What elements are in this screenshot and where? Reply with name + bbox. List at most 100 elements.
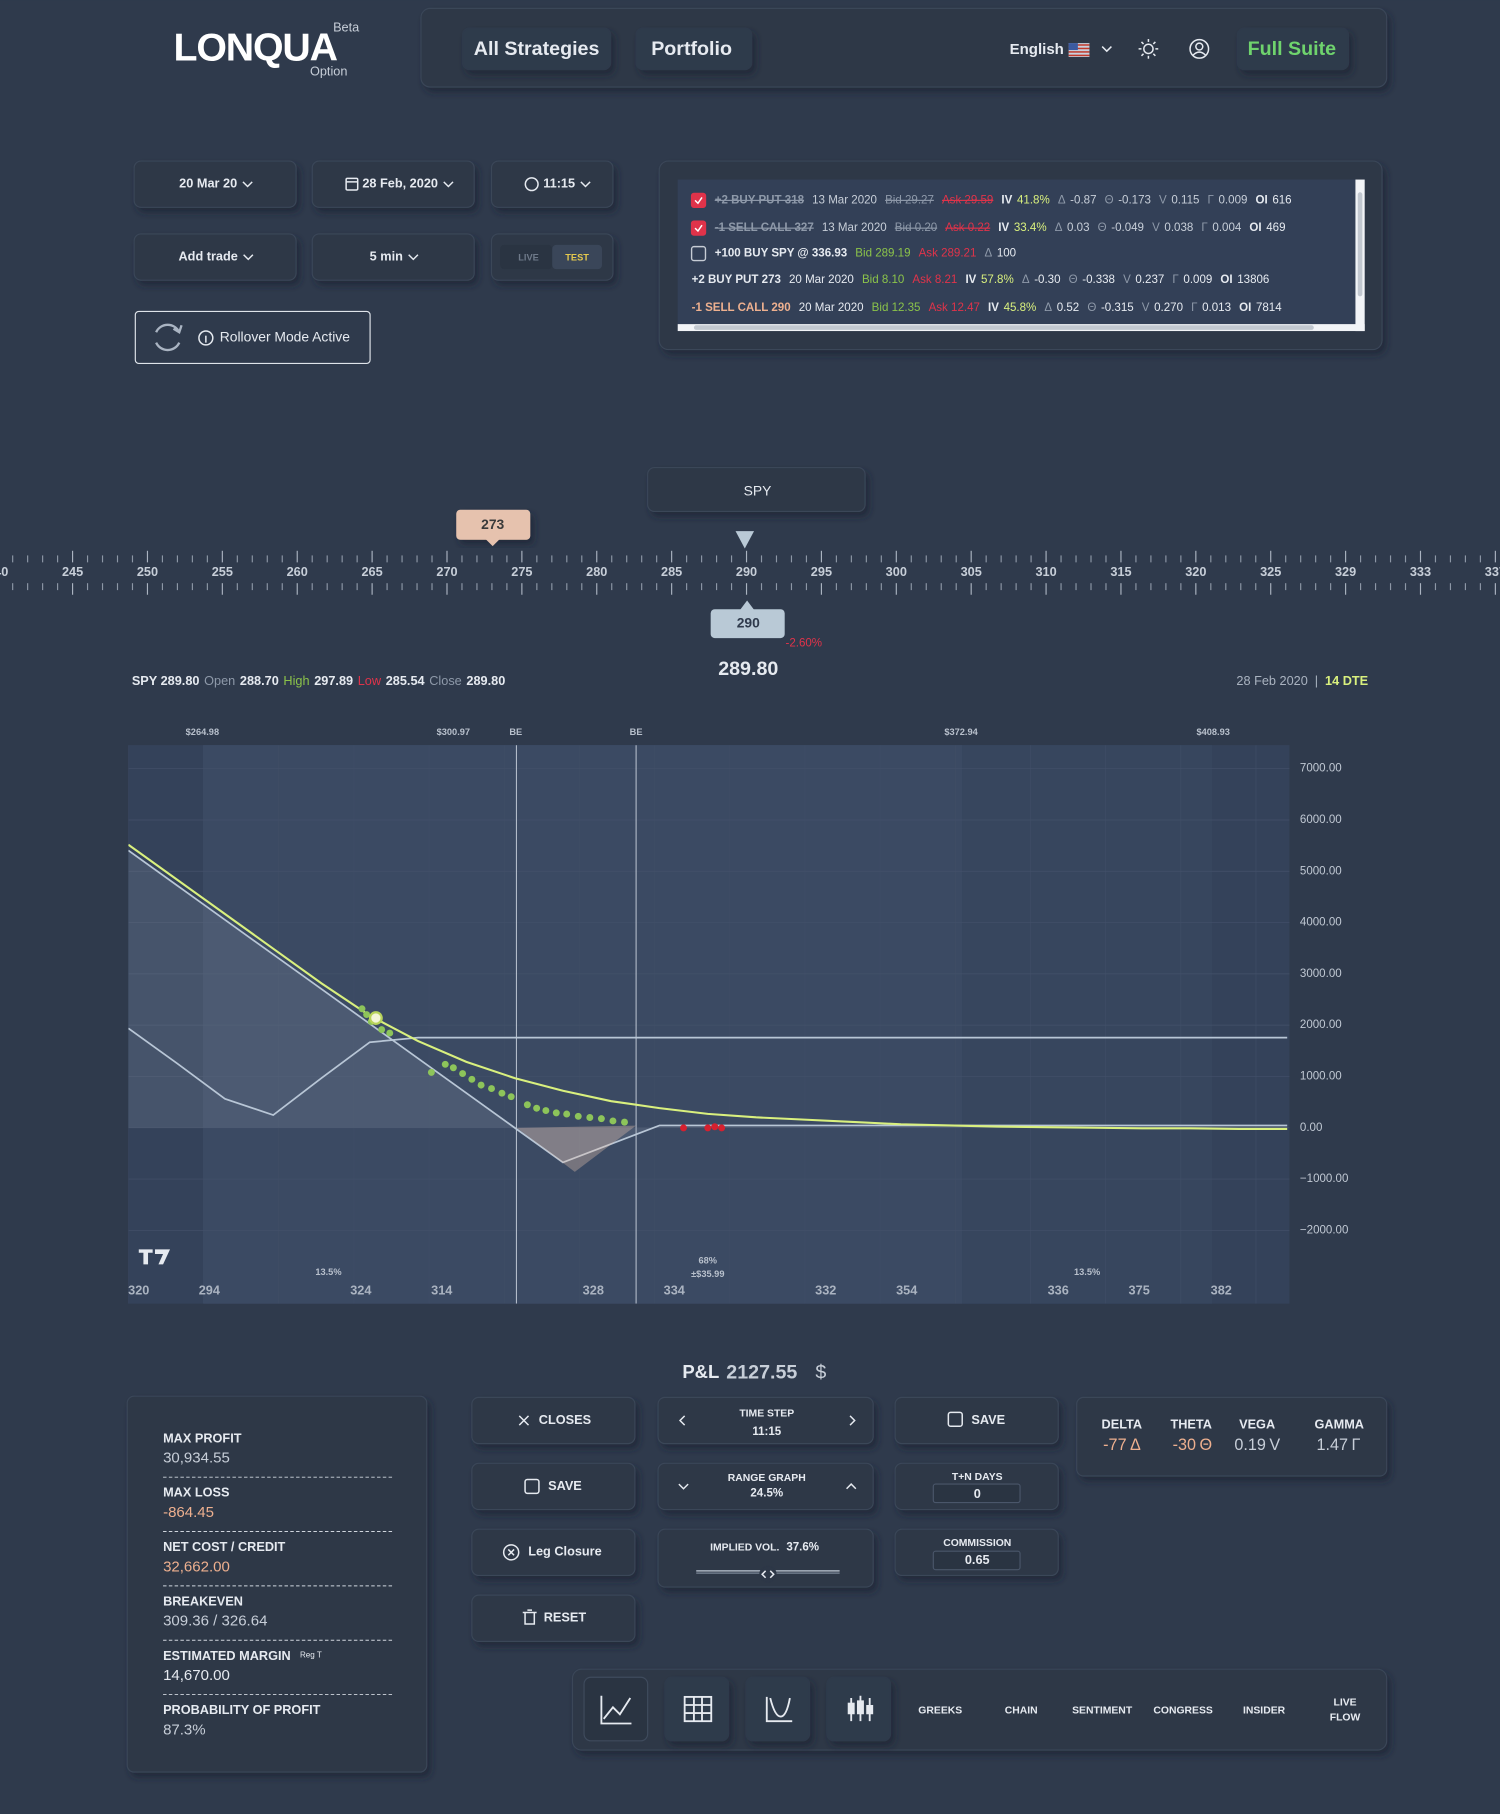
current-strike-box	[710, 609, 785, 639]
down-arrow[interactable]	[678, 1483, 689, 1490]
strike-label: 320	[1185, 564, 1206, 579]
x-tick-label: 332	[815, 1282, 836, 1297]
action-label[interactable]: SAVE	[971, 1412, 1005, 1427]
leg-field: 0.03	[1067, 222, 1089, 234]
control-label[interactable]: 28 Feb, 2020	[362, 176, 438, 191]
control-select[interactable]	[133, 233, 297, 281]
prev-arrow[interactable]	[678, 1415, 686, 1426]
language-select[interactable]: English	[1010, 41, 1064, 58]
leg-field: 41.8%	[1017, 194, 1050, 206]
range-graph-control[interactable]	[657, 1462, 874, 1511]
leg-checkbox[interactable]	[690, 220, 707, 236]
mode-live[interactable]	[500, 244, 553, 270]
theme-toggle[interactable]	[1143, 43, 1154, 55]
leg-field: 0.115	[1171, 194, 1199, 206]
control-select[interactable]	[311, 160, 475, 208]
view-tab[interactable]: CONGRESS	[1153, 1706, 1213, 1717]
trade-dot	[468, 1075, 476, 1083]
cta-button[interactable]	[1236, 27, 1350, 71]
action-label[interactable]: RESET	[544, 1610, 587, 1625]
control-label[interactable]: 5 min	[370, 248, 403, 263]
leg-field: Ask 0.22	[945, 222, 990, 234]
nav-label[interactable]: Portfolio	[651, 38, 732, 60]
leg-field: 20 Mar 2020	[799, 302, 864, 314]
quote-field: SPY 289.80	[132, 673, 200, 688]
range-label: BE	[630, 727, 643, 737]
strike-label: 260	[287, 564, 308, 579]
leg-field: Θ	[1069, 274, 1078, 286]
leg-field: Bid 29.27	[885, 194, 934, 206]
slider-knob[interactable]	[759, 1565, 777, 1583]
leg-field: Δ	[1055, 222, 1063, 234]
stat-value: 32,662.00	[163, 1558, 230, 1575]
nav-label[interactable]: All Strategies	[474, 38, 600, 60]
view-tab[interactable]: FLOW	[1330, 1712, 1361, 1723]
view-tab[interactable]: GREEKS	[918, 1706, 962, 1717]
annotation: 13.5%	[315, 1267, 341, 1277]
commission-input[interactable]	[932, 1550, 1021, 1571]
view-tab[interactable]: INSIDER	[1243, 1706, 1286, 1717]
view-button[interactable]	[664, 1676, 730, 1742]
action-button[interactable]	[471, 1462, 636, 1511]
trash-icon	[522, 1609, 537, 1625]
x-tick-label: 334	[664, 1282, 685, 1297]
account-icon[interactable]	[1189, 38, 1210, 59]
greek-label: THETA	[1170, 1416, 1211, 1431]
control-select[interactable]	[311, 233, 475, 281]
control-label[interactable]: Add trade	[178, 248, 237, 263]
greek-symbol: Θ	[1199, 1436, 1212, 1454]
leg-field: +2 BUY PUT 273	[692, 274, 781, 286]
next-arrow[interactable]	[849, 1415, 856, 1426]
control-select[interactable]	[133, 160, 297, 208]
action-label[interactable]: CLOSES	[539, 1412, 591, 1427]
mode-test-label[interactable]: TEST	[565, 253, 589, 263]
trade-dot	[704, 1124, 712, 1132]
action-label[interactable]: Leg Closure	[528, 1544, 602, 1559]
trade-dot	[427, 1068, 435, 1076]
trade-dot	[378, 1026, 386, 1034]
chart-icon-line	[602, 1697, 632, 1720]
cta-label[interactable]: Full Suite	[1248, 38, 1337, 60]
trade-dot	[680, 1124, 687, 1132]
price-change: -2.60%	[785, 637, 822, 649]
view-tab[interactable]: CHAIN	[1005, 1706, 1038, 1717]
current-strike: 290	[737, 614, 760, 630]
action-button[interactable]	[471, 1528, 636, 1577]
action-label[interactable]: SAVE	[548, 1478, 582, 1493]
control-label[interactable]: 20 Mar 20	[179, 176, 237, 191]
up-arrow[interactable]	[846, 1483, 857, 1490]
selected-strike[interactable]: 273	[481, 516, 504, 532]
action-button[interactable]	[471, 1396, 636, 1445]
y-tick-label: 7000.00	[1300, 763, 1342, 775]
leg-field: IV	[988, 302, 999, 314]
action-button[interactable]	[894, 1396, 1059, 1445]
view-tab[interactable]: SENTIMENT	[1072, 1706, 1133, 1717]
greek-symbol: Γ	[1352, 1436, 1361, 1454]
leg-field: -0.30	[1034, 274, 1060, 286]
flag-stripe	[1068, 54, 1090, 57]
leg-field: -1 SELL CALL 290	[692, 302, 791, 314]
mode-live-label[interactable]: LIVE	[518, 253, 539, 263]
nav-button[interactable]	[635, 27, 753, 71]
leg-checkbox[interactable]	[690, 245, 707, 262]
trade-dot	[533, 1104, 541, 1112]
leg-field: 45.8%	[1004, 302, 1037, 314]
mode-test[interactable]	[552, 244, 602, 270]
leg-field: 0.52	[1057, 302, 1079, 314]
sun-ray	[1140, 53, 1145, 57]
leg-field: OI	[1239, 302, 1251, 314]
view-button[interactable]	[745, 1676, 811, 1742]
view-tab[interactable]: LIVE	[1333, 1697, 1356, 1708]
strike-label: 325	[1260, 564, 1281, 579]
nav-button[interactable]	[462, 27, 612, 71]
trade-dot	[574, 1112, 582, 1120]
action-button[interactable]	[471, 1594, 636, 1642]
control-select[interactable]	[490, 160, 614, 208]
tn-days-input[interactable]	[932, 1483, 1021, 1504]
leg-field: Γ	[1191, 302, 1198, 314]
control-label[interactable]: 11:15	[543, 176, 575, 191]
time-step-control[interactable]	[657, 1396, 874, 1445]
leg-checkbox[interactable]	[690, 192, 707, 209]
trade-dot	[597, 1115, 605, 1123]
greek-value: -77	[1103, 1436, 1126, 1454]
